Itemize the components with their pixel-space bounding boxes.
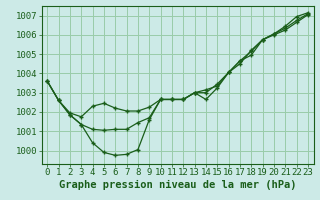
X-axis label: Graphe pression niveau de la mer (hPa): Graphe pression niveau de la mer (hPa) [59, 180, 296, 190]
